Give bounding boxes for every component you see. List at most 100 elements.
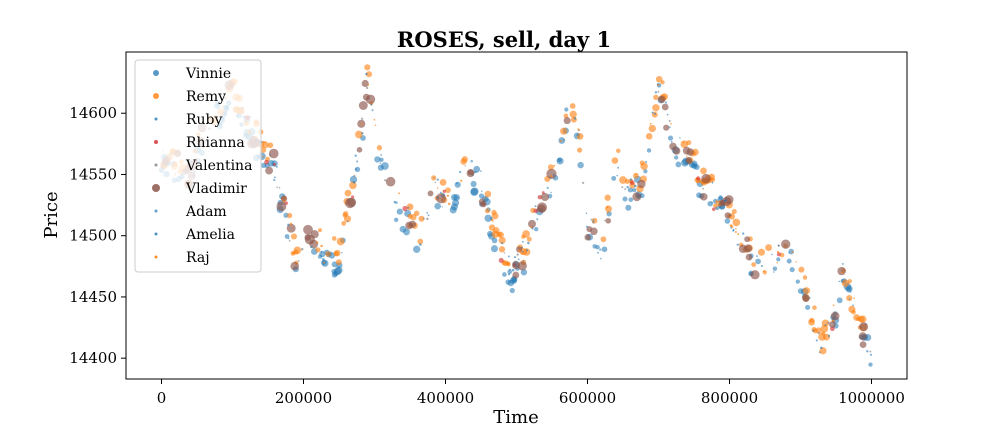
data-point (534, 227, 539, 232)
data-point (341, 251, 343, 254)
data-point (323, 261, 325, 264)
data-point (745, 253, 753, 261)
data-point (830, 311, 840, 321)
x-tick-label: 800000 (701, 389, 758, 407)
data-point (731, 208, 737, 215)
data-point (655, 75, 663, 83)
series-vinnie (158, 83, 873, 367)
data-point (827, 334, 831, 338)
data-point (503, 252, 506, 254)
data-point (343, 211, 349, 217)
data-point (789, 267, 795, 273)
data-point (820, 324, 829, 333)
data-point (484, 196, 487, 200)
data-point (682, 141, 685, 144)
data-point (601, 246, 608, 253)
x-tick-label: 600000 (559, 389, 616, 407)
data-point (441, 206, 444, 208)
data-point (715, 200, 718, 203)
data-point (290, 261, 299, 271)
legend-marker (154, 209, 158, 213)
data-point (648, 124, 656, 133)
data-point (592, 221, 595, 224)
data-point (734, 230, 737, 234)
data-point (374, 156, 381, 163)
data-point (696, 176, 701, 181)
data-point (711, 181, 714, 184)
data-point (322, 258, 325, 261)
data-point (546, 168, 557, 180)
data-point (663, 124, 670, 131)
data-point (287, 237, 290, 240)
legend-box (134, 59, 262, 273)
data-point (622, 196, 628, 202)
data-point (335, 259, 342, 266)
data-point (633, 172, 639, 179)
data-point (710, 177, 716, 182)
data-point (316, 241, 319, 244)
data-point (407, 213, 413, 219)
data-point (286, 223, 296, 233)
data-point (629, 178, 633, 181)
data-point (497, 231, 504, 238)
data-point (530, 226, 533, 229)
data-point (267, 142, 274, 149)
x-tick-label: 0 (157, 389, 167, 407)
data-point (518, 250, 521, 253)
data-point (288, 240, 291, 242)
data-point (736, 243, 739, 246)
data-point (402, 205, 408, 212)
y-axis-ticks: 14400 14450 14500 14550 14600 (69, 104, 126, 367)
data-point (629, 180, 635, 186)
data-point (320, 244, 323, 248)
data-point (344, 189, 352, 197)
data-point (559, 139, 562, 143)
data-point (859, 341, 867, 349)
data-point (446, 194, 450, 197)
data-point (480, 170, 482, 172)
data-point (685, 157, 693, 164)
data-point (772, 266, 778, 271)
data-point (384, 179, 387, 182)
data-point (833, 319, 835, 322)
data-point (866, 350, 869, 353)
data-point (564, 107, 569, 112)
data-point (852, 304, 854, 307)
data-point (841, 271, 844, 274)
data-point (546, 186, 549, 190)
data-point (447, 202, 451, 206)
data-point (805, 304, 811, 310)
x-tick-label: 1000000 (838, 389, 905, 407)
y-tick-label: 14600 (69, 104, 117, 122)
data-point (570, 116, 577, 123)
data-point (365, 86, 369, 90)
data-point (802, 275, 808, 280)
data-point (645, 132, 653, 140)
data-point (552, 173, 555, 176)
data-point (724, 195, 734, 205)
data-point (379, 162, 382, 164)
data-point (744, 236, 750, 243)
data-point (506, 261, 511, 267)
data-point (795, 261, 797, 263)
data-point (484, 214, 492, 222)
data-point (413, 210, 420, 217)
data-point (637, 179, 646, 189)
data-point (349, 181, 357, 190)
data-point (417, 238, 424, 245)
data-point (776, 250, 779, 254)
data-point (265, 166, 274, 175)
data-point (262, 155, 265, 158)
data-point (361, 117, 364, 120)
series-adam (168, 114, 852, 338)
data-point (470, 180, 477, 188)
data-point (344, 197, 356, 209)
data-point (560, 127, 568, 135)
data-point (343, 215, 352, 223)
data-point (310, 230, 319, 239)
chart-title: ROSES, sell, day 1 (397, 27, 611, 52)
data-point (577, 147, 583, 153)
data-point (319, 250, 326, 258)
data-point (606, 211, 609, 214)
